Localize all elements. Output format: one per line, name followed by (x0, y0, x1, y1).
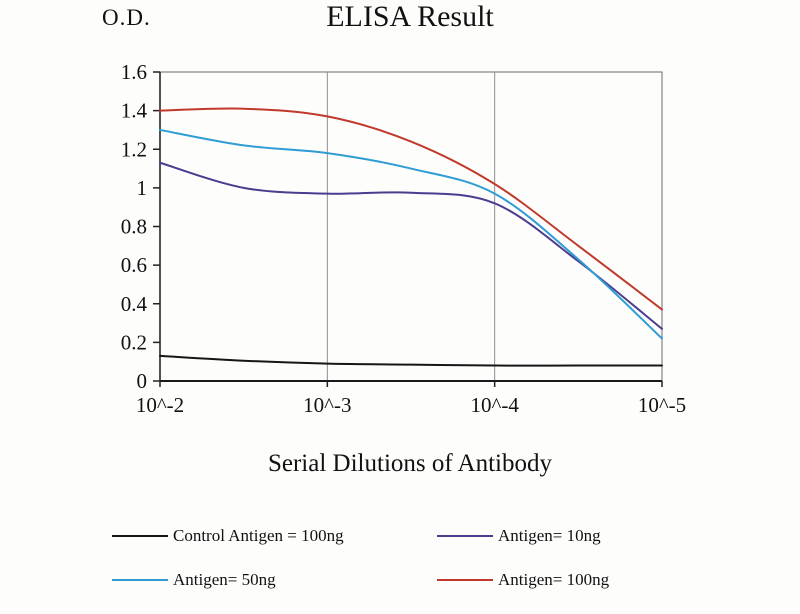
legend-label-antigen-100ng: Antigen= 100ng (498, 570, 610, 589)
y-tick-label: 1.6 (121, 60, 147, 84)
series-line-antigen-50ng (159, 128, 663, 340)
x-axis-title: Serial Dilutions of Antibody (267, 450, 553, 477)
chart-plot-area: 0 0.2 0.4 0.6 0.8 1 1.2 1.4 1.6 10^-2 10^-3 10^-4 10… (121, 60, 686, 417)
x-tick-label: 10^-4 (470, 393, 519, 417)
legend-item-antigen-100ng: Antigen= 100ng (437, 570, 609, 590)
series-line-antigen-100ng (159, 107, 663, 311)
series-line-antigen-10ng (159, 161, 663, 330)
y-tick-label: 1 (137, 176, 148, 200)
legend-label-antigen-50ng: Antigen= 50ng (173, 570, 276, 589)
legend-item-antigen-10ng: Antigen= 10ng (437, 526, 601, 546)
legend-line-antigen-100ng (437, 579, 493, 581)
legend-item-antigen-50ng: Antigen= 50ng (112, 570, 437, 590)
legend-line-antigen-50ng (112, 579, 168, 581)
y-tick-label: 0.6 (121, 253, 147, 277)
legend-line-control-antigen (112, 535, 168, 537)
y-tick-label: 1.2 (121, 137, 147, 161)
y-tick-label: 0.2 (121, 330, 147, 354)
y-tick-label: 0 (137, 369, 148, 393)
y-tick-label: 0.8 (121, 215, 147, 239)
legend-row-2: Antigen= 50ng Antigen= 100ng (112, 570, 732, 590)
legend-row-1: Control Antigen = 100ng Antigen= 10ng (112, 526, 732, 546)
series-line-control-antigen-100ng (159, 354, 663, 367)
y-axis-title: O.D. (102, 5, 151, 30)
x-tick-label: 10^-5 (638, 393, 686, 417)
chart-legend: Control Antigen = 100ng Antigen= 10ng An… (112, 526, 732, 614)
y-tick-label: 1.4 (121, 99, 148, 123)
elisa-chart-figure: O.D. ELISA Result 0 0.2 0.4 0.6 0.8 1 1.2 1.4 1.… (102, 0, 686, 589)
y-tick-label: 0.4 (121, 292, 148, 316)
plot-border (159, 71, 663, 382)
legend-label-antigen-10ng: Antigen= 10ng (498, 526, 601, 545)
legend-line-antigen-10ng (437, 535, 493, 537)
x-tick-label: 10^-3 (303, 393, 351, 417)
legend-item-control-antigen: Control Antigen = 100ng (112, 526, 437, 546)
chart-title: ELISA Result (326, 0, 494, 33)
legend-label-control-antigen: Control Antigen = 100ng (173, 526, 344, 545)
x-tick-label: 10^-2 (136, 393, 184, 417)
